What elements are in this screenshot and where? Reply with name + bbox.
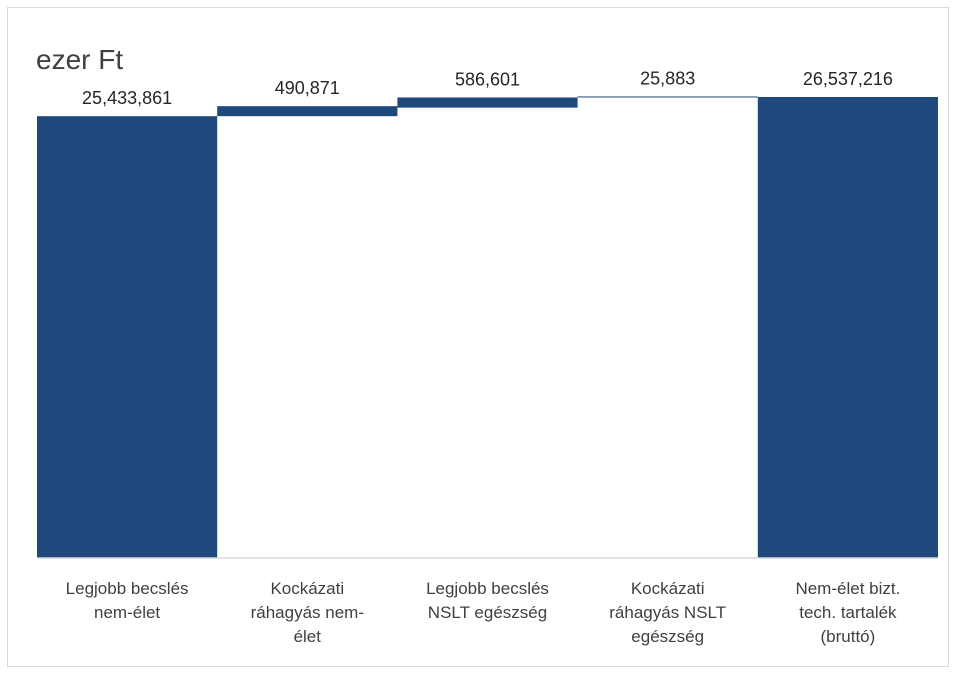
- value-label-0: 25,433,861: [82, 88, 172, 108]
- category-label-0: Legjobb becslés nem-élet: [66, 579, 189, 622]
- chart-frame: ezer Ft 25,433,861 490,871 586,601 25,883 26…: [7, 7, 949, 667]
- unit-label: ezer Ft: [36, 44, 123, 75]
- category-label-line: (bruttó): [821, 627, 876, 646]
- category-label-line: Legjobb becslés: [426, 579, 549, 598]
- value-labels-layer: 25,433,861 490,871 586,601 25,883 26,537,216: [82, 68, 893, 108]
- category-label-4: Nem-élet bizt. tech. tartalék (bruttó): [795, 579, 900, 646]
- value-label-3: 25,883: [640, 68, 695, 88]
- value-label-4: 26,537,216: [803, 69, 893, 89]
- category-label-line: élet: [294, 627, 322, 646]
- category-label-line: ráhagyás NSLT: [609, 603, 726, 622]
- category-label-1: Kockázati ráhagyás nem-élet: [251, 579, 364, 646]
- category-label-2: Legjobb becslés NSLT egészség: [426, 579, 549, 622]
- category-label-line: Kockázati: [631, 579, 705, 598]
- category-label-line: egészség: [631, 627, 704, 646]
- bars-layer: [37, 96, 938, 558]
- waterfall-chart: ezer Ft 25,433,861 490,871 586,601 25,883 26…: [36, 44, 938, 646]
- category-label-line: ráhagyás nem-: [251, 603, 364, 622]
- category-label-line: Nem-élet bizt.: [795, 579, 900, 598]
- category-label-line: nem-élet: [94, 603, 160, 622]
- bar-2: [397, 97, 578, 108]
- value-label-2: 586,601: [455, 69, 520, 89]
- tick-labels-layer: Legjobb becslés nem-élet Kockázati ráhagyás…: [66, 579, 901, 646]
- category-label-line: tech. tartalék: [799, 603, 897, 622]
- category-label-3: Kockázati ráhagyás NSLT egészség: [609, 579, 726, 646]
- category-label-line: Legjobb becslés: [66, 579, 189, 598]
- category-label-line: Kockázati: [270, 579, 344, 598]
- category-label-line: NSLT egészség: [428, 603, 547, 622]
- bar-0: [37, 116, 218, 558]
- bar-4: [757, 97, 938, 558]
- bar-3: [577, 96, 758, 98]
- bar-1: [217, 106, 398, 117]
- value-label-1: 490,871: [275, 78, 340, 98]
